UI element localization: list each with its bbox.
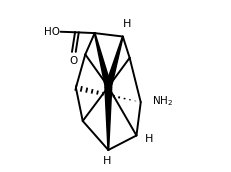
Polygon shape (104, 87, 111, 150)
Text: H: H (122, 19, 131, 29)
Polygon shape (94, 33, 111, 88)
Text: H: H (103, 156, 111, 166)
Text: H: H (144, 134, 153, 144)
Text: HO: HO (43, 27, 59, 37)
Text: O: O (70, 56, 78, 66)
Text: NH$_2$: NH$_2$ (151, 94, 172, 108)
Polygon shape (105, 36, 123, 88)
